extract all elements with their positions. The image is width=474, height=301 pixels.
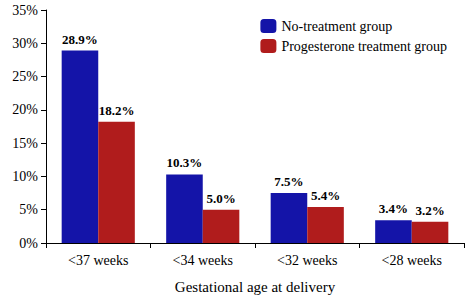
svg-text:30%: 30% [12, 36, 38, 51]
svg-text:35%: 35% [12, 3, 38, 18]
svg-text:10%: 10% [12, 169, 38, 184]
svg-text:Gestational age at delivery: Gestational age at delivery [175, 279, 336, 295]
svg-text:5.0%: 5.0% [206, 191, 235, 206]
svg-text:3.4%: 3.4% [379, 201, 408, 216]
svg-text:<32 weeks: <32 weeks [277, 253, 337, 268]
svg-text:0%: 0% [19, 236, 38, 251]
svg-text:<34 weeks: <34 weeks [173, 253, 233, 268]
svg-text:20%: 20% [12, 102, 38, 117]
svg-text:No-treatment group: No-treatment group [281, 19, 392, 34]
svg-text:18.2%: 18.2% [99, 103, 135, 118]
svg-text:7.5%: 7.5% [274, 174, 303, 189]
svg-text:28.9%: 28.9% [62, 32, 98, 47]
svg-text:10.3%: 10.3% [167, 155, 203, 170]
svg-text:5.4%: 5.4% [311, 188, 340, 203]
svg-text:Progesterone treatment group: Progesterone treatment group [281, 39, 447, 54]
svg-text:25%: 25% [12, 69, 38, 84]
svg-text:<37 weeks: <37 weeks [68, 253, 128, 268]
svg-text:3.2%: 3.2% [415, 203, 444, 218]
svg-text:15%: 15% [12, 136, 38, 151]
svg-text:<28 weeks: <28 weeks [382, 253, 442, 268]
svg-text:5%: 5% [19, 202, 38, 217]
